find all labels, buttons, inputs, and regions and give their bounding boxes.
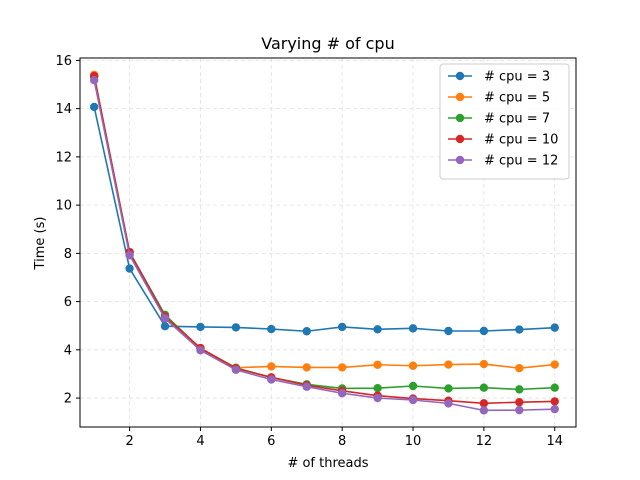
legend-label: # cpu = 7 [484,112,550,127]
y-tick-label: 12 [55,150,72,165]
legend-marker [455,71,465,81]
x-tick-label: 12 [476,434,493,449]
data-point [302,363,311,372]
x-tick-label: 10 [405,434,422,449]
data-point [515,397,524,407]
legend-item: # cpu = 3 [448,70,550,85]
data-point [515,325,524,334]
data-point [302,327,311,336]
data-point [125,264,134,273]
y-tick-label: 8 [64,247,72,262]
data-point [125,251,134,260]
data-point [337,363,347,372]
data-point [550,404,559,414]
y-tick-label: 4 [64,343,72,358]
x-tick-label: 4 [196,434,204,449]
data-point [302,382,311,391]
data-point [408,381,418,391]
x-tick-label: 2 [125,434,133,449]
data-point [408,361,418,370]
data-point [479,326,489,336]
data-point [231,365,241,375]
tick-layer: 2 4 6 8 10 12 14 2 4 6 8 10 12 14 16 [55,54,563,449]
data-point [550,397,559,406]
data-point [550,383,559,392]
data-point [160,314,170,323]
data-point [160,321,170,331]
data-point [479,406,489,415]
data-point [196,346,205,355]
data-point [479,399,489,408]
y-axis-label: Time (s) [33,217,48,271]
data-point [479,383,489,392]
x-tick-label: 8 [338,434,346,449]
data-point [550,323,559,332]
y-tick-label: 14 [55,102,72,117]
y-tick-label: 6 [64,295,72,310]
series-line [93,75,555,405]
legend-label: # cpu = 10 [484,133,558,148]
plot-frame [79,57,577,428]
legend-marker [455,113,465,123]
series-line [93,76,555,391]
data-point [337,322,347,332]
series-line [93,106,555,333]
legend-item: # cpu = 12 [448,154,558,169]
data-point [373,383,382,393]
legend-label: # cpu = 12 [484,154,558,169]
legend-marker [455,92,465,102]
legend-label: # cpu = 5 [484,91,550,106]
data-point [196,322,205,332]
y-tick-label: 2 [64,392,72,407]
data-point [515,385,524,394]
series-line [93,80,555,412]
legend-item: # cpu = 7 [448,112,550,127]
data-point [231,323,241,332]
data-point [373,325,382,334]
legend-item: # cpu = 5 [448,91,550,106]
legend: # cpu = 3 # cpu = 5 # cpu = 7 # cpu = 10 # c… [439,63,570,180]
series-layer [89,70,559,415]
data-point [444,326,453,336]
y-tick-label: 16 [55,54,72,69]
data-point [408,395,418,405]
data-point [550,360,559,369]
data-point [89,75,99,85]
legend-marker [455,155,465,165]
data-point [373,360,382,369]
legend-box [439,63,570,180]
data-point [267,362,276,371]
data-point [444,360,453,369]
legend-marker [455,134,465,144]
x-tick-label: 6 [267,434,275,449]
data-point [89,102,99,112]
legend-label: # cpu = 3 [484,70,550,85]
data-point [267,375,276,384]
data-point [337,389,347,398]
legend-item: # cpu = 10 [448,133,558,148]
y-tick-label: 10 [55,199,72,214]
data-point [408,324,418,333]
x-tick-label: 14 [546,434,563,449]
data-point [373,393,382,403]
chart-title: Varying # of cpu [261,34,394,53]
series-1 [89,102,559,336]
data-point [444,399,453,408]
series-5 [89,75,559,415]
x-axis-label: # of threads [287,456,368,471]
data-point [267,324,276,334]
data-point [515,405,524,415]
data-point [515,363,524,373]
data-point [479,359,489,369]
data-point [444,384,453,393]
